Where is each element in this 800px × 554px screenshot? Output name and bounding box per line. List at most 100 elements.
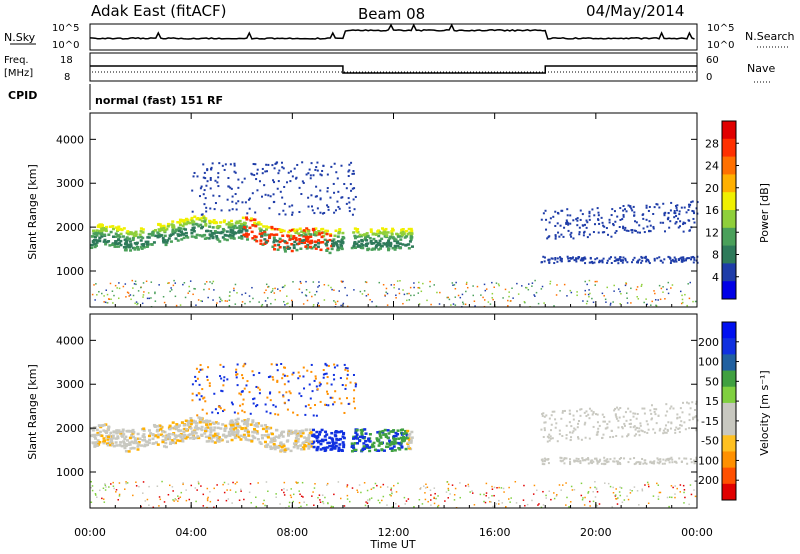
- echo-cell: [200, 300, 202, 302]
- echo-cell: [363, 428, 367, 431]
- echo-cell: [576, 217, 579, 220]
- echo-cell: [279, 441, 283, 444]
- echo-cell: [200, 428, 204, 432]
- echo-cell: [230, 438, 234, 442]
- echo-cell: [569, 461, 572, 464]
- echo-cell: [647, 502, 650, 505]
- echo-cell: [590, 409, 593, 412]
- echo-cell: [645, 218, 648, 221]
- echo-cell: [559, 290, 561, 292]
- noise-panel-frame: [89, 23, 698, 51]
- echo-cell: [308, 383, 311, 386]
- echo-cell: [667, 457, 670, 460]
- echo-cell: [350, 442, 354, 445]
- echo-cell: [283, 374, 286, 377]
- echo-cell: [621, 427, 624, 430]
- echo-cell: [326, 390, 329, 393]
- echo-cell: [268, 207, 271, 210]
- echo-cell: [593, 261, 596, 264]
- echo-cell: [410, 430, 414, 434]
- echo-cell: [122, 246, 126, 249]
- echo-cell: [512, 297, 514, 299]
- echo-cell: [602, 433, 605, 436]
- echo-cell: [491, 495, 493, 497]
- echo-cell: [582, 234, 585, 237]
- echo-cell: [243, 387, 246, 390]
- echo-cell: [315, 185, 318, 188]
- echo-cell: [330, 247, 334, 251]
- echo-cell: [694, 402, 697, 405]
- echo-cell: [657, 299, 659, 301]
- echo-cell: [355, 428, 359, 432]
- echo-cell: [398, 246, 402, 250]
- echo-cell: [572, 256, 575, 259]
- echo-cell: [570, 425, 573, 428]
- echo-cell: [596, 280, 598, 283]
- echo-cell: [326, 204, 329, 207]
- echo-cell: [266, 436, 270, 439]
- echo-cell: [194, 380, 197, 383]
- echo-cell: [408, 240, 412, 243]
- echo-cell: [303, 444, 307, 448]
- echo-cell: [232, 425, 236, 428]
- echo-cell: [467, 485, 470, 488]
- beam-title: Beam 08: [358, 5, 425, 23]
- echo-cell: [184, 228, 188, 231]
- echo-cell: [541, 463, 544, 466]
- echo-cell: [541, 414, 544, 417]
- echo-cell: [507, 299, 509, 302]
- echo-cell: [365, 445, 369, 448]
- echo-cell: [594, 480, 596, 483]
- echo-cell: [204, 427, 208, 431]
- echo-cell: [115, 227, 119, 231]
- echo-cell: [274, 239, 278, 242]
- echo-cell: [550, 257, 553, 260]
- echo-cell: [140, 286, 142, 289]
- echo-cell: [270, 291, 273, 294]
- echo-cell: [118, 495, 121, 497]
- echo-cell: [688, 413, 691, 416]
- echo-cell: [273, 244, 277, 247]
- echo-cell: [673, 209, 676, 212]
- echo-cell: [678, 427, 681, 430]
- echo-cell: [345, 397, 348, 400]
- echo-cell: [261, 231, 265, 235]
- echo-cell: [452, 284, 454, 286]
- x-tick-label: 04:00: [175, 526, 207, 539]
- echo-cell: [643, 256, 646, 259]
- echo-cell: [547, 436, 550, 439]
- echo-cell: [207, 237, 211, 240]
- echo-cell: [584, 293, 587, 296]
- echo-cell: [168, 427, 172, 431]
- echo-cell: [556, 222, 559, 225]
- echo-cell: [318, 284, 320, 287]
- echo-cell: [350, 449, 354, 453]
- echo-cell: [555, 422, 558, 425]
- echo-cell: [248, 491, 251, 494]
- echo-cell: [125, 231, 129, 235]
- echo-cell: [378, 281, 381, 284]
- echo-cell: [112, 481, 114, 484]
- echo-cell: [354, 246, 358, 250]
- echo-cell: [649, 409, 652, 412]
- echo-cell: [569, 222, 572, 225]
- echo-cell: [268, 234, 272, 237]
- echo-cell: [595, 413, 598, 416]
- echo-cell: [377, 499, 380, 502]
- echo-cell: [93, 426, 97, 429]
- echo-cell: [662, 291, 664, 293]
- echo-cell: [220, 209, 223, 212]
- echo-cell: [424, 492, 426, 494]
- echo-cell: [335, 171, 338, 174]
- echo-cell: [378, 239, 382, 243]
- echo-cell: [367, 437, 371, 441]
- echo-cell: [540, 506, 543, 509]
- echo-cell: [278, 240, 282, 244]
- echo-cell: [368, 449, 372, 453]
- echo-cell: [594, 496, 597, 498]
- echo-cell: [352, 198, 355, 201]
- echo-cell: [356, 489, 358, 492]
- echo-cell: [324, 403, 327, 406]
- echo-cell: [389, 493, 391, 496]
- echo-cell: [330, 431, 334, 435]
